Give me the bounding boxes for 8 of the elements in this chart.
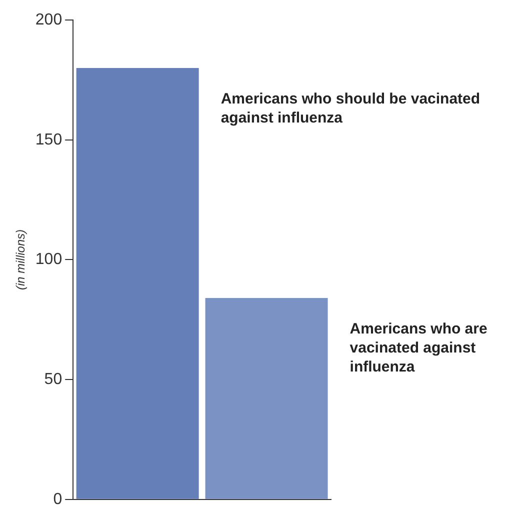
y-tick-label: 50 <box>44 370 62 388</box>
y-axis-title: (in millions) <box>14 229 28 290</box>
y-tick-label: 100 <box>35 251 62 268</box>
y-tick-label: 200 <box>35 11 62 28</box>
y-tick-label: 150 <box>35 131 62 148</box>
series-label: Americans who are vacinated against influenza <box>350 320 488 376</box>
y-tick-label: 0 <box>53 490 62 508</box>
series-label: Americans who should be vacinated against influenza <box>220 90 480 127</box>
